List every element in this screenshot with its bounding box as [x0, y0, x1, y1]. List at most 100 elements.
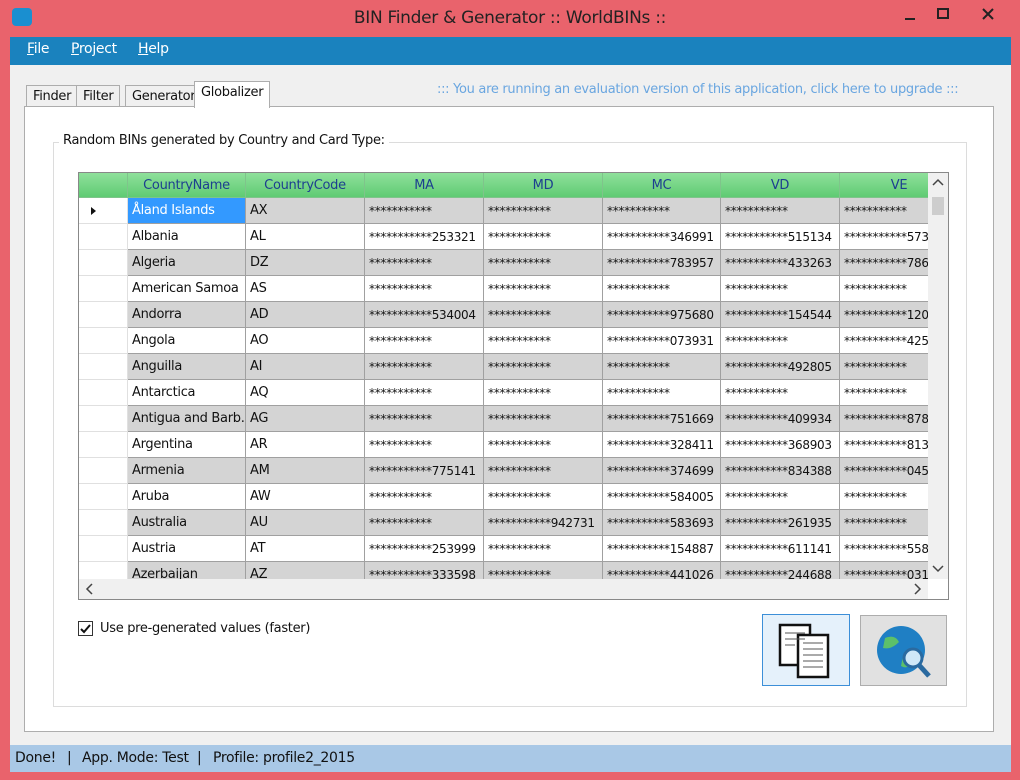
- globe-button[interactable]: [860, 615, 947, 686]
- grid-cell: AL: [246, 224, 365, 250]
- grid-cell: ***********87835: [840, 406, 928, 432]
- grid-cell: ***********783957: [603, 250, 721, 276]
- grid-cell: ***********374699: [603, 458, 721, 484]
- grid-cell: ***********78668: [840, 250, 928, 276]
- status-separator: |: [197, 750, 202, 766]
- grid-cell: ***********: [365, 276, 484, 302]
- grid-cell: ***********: [603, 354, 721, 380]
- row-header: [79, 458, 128, 484]
- group-label: Random BINs generated by Country and Car…: [59, 133, 389, 148]
- grid-cell: ***********: [721, 380, 840, 406]
- checkbox-label[interactable]: Use pre-generated values (faster): [100, 621, 311, 636]
- grid-cell: Argentina: [128, 432, 246, 458]
- upgrade-link[interactable]: ::: You are running an evaluation versio…: [437, 82, 959, 97]
- grid-cell: ***********: [484, 380, 603, 406]
- checkbox[interactable]: [78, 621, 94, 637]
- grid-cell: ***********: [721, 484, 840, 510]
- grid-cell: ***********261935: [721, 510, 840, 536]
- grid-cell: ***********: [365, 432, 484, 458]
- row-header: [79, 510, 128, 536]
- grid-cell: ***********: [365, 198, 484, 224]
- grid-cell: AI: [246, 354, 365, 380]
- row-header: [79, 536, 128, 562]
- grid-cell: ***********: [365, 380, 484, 406]
- grid-cell: Angola: [128, 328, 246, 354]
- grid-cell: ***********834388: [721, 458, 840, 484]
- client-area: Finder Filter Generator Globalizer ::: Y…: [10, 65, 1011, 745]
- grid-cell: ***********03106: [840, 562, 928, 579]
- grid-cell: ***********: [603, 276, 721, 302]
- grid-cell: ***********368903: [721, 432, 840, 458]
- data-grid: CountryName CountryCode MA MD MC VD VE Åland Is…: [79, 173, 928, 579]
- grid-cell: ***********: [840, 198, 928, 224]
- grid-cell: ***********154544: [721, 302, 840, 328]
- grid-cell: ***********775141: [365, 458, 484, 484]
- row-header: [79, 198, 128, 224]
- status-bar: Done! | App. Mode: Test | Profile: profi…: [10, 745, 1011, 772]
- grid-cell: AS: [246, 276, 365, 302]
- grid-cell: ***********12086: [840, 302, 928, 328]
- grid-cell: ***********: [484, 536, 603, 562]
- row-header: [79, 250, 128, 276]
- grid-cell: ***********: [603, 198, 721, 224]
- h-scrollbar[interactable]: [79, 579, 928, 599]
- grid-cell: ***********409934: [721, 406, 840, 432]
- grid-cell: ***********: [721, 276, 840, 302]
- grid-cell: ***********: [721, 198, 840, 224]
- grid-cell: ***********: [484, 432, 603, 458]
- column-header: VE: [840, 173, 928, 198]
- column-header: CountryName: [128, 173, 246, 198]
- grid-cell: ***********: [484, 484, 603, 510]
- copy-button[interactable]: [762, 614, 850, 686]
- grid-cell: ***********154887: [603, 536, 721, 562]
- grid-cell: ***********81311: [840, 432, 928, 458]
- row-header: [79, 406, 128, 432]
- grid-cell: ***********073931: [603, 328, 721, 354]
- grid-cell: ***********: [721, 328, 840, 354]
- row-header: [79, 328, 128, 354]
- window-controls[interactable]: [895, 5, 1015, 29]
- status-separator: |: [67, 750, 72, 766]
- grid-cell: Anguilla: [128, 354, 246, 380]
- grid-cell: ***********253321: [365, 224, 484, 250]
- grid-cell: ***********253999: [365, 536, 484, 562]
- grid-cell: Aruba: [128, 484, 246, 510]
- menu-item[interactable]: File: [27, 41, 50, 57]
- tab[interactable]: Finder: [26, 85, 79, 107]
- grid-cell: AZ: [246, 562, 365, 579]
- grid-cell: ***********: [484, 198, 603, 224]
- menu-item[interactable]: Project: [71, 41, 117, 57]
- grid-cell: ***********: [484, 354, 603, 380]
- grid-cell: ***********: [840, 380, 928, 406]
- grid-cell: AO: [246, 328, 365, 354]
- grid-cell: ***********: [840, 484, 928, 510]
- grid-cell: ***********: [603, 380, 721, 406]
- menu-bar: File Project Help: [10, 37, 1011, 65]
- menu-item[interactable]: Help: [138, 41, 169, 57]
- grid-cell: ***********: [840, 510, 928, 536]
- grid-cell: ***********: [484, 302, 603, 328]
- row-header: [79, 302, 128, 328]
- grid-cell: AD: [246, 302, 365, 328]
- grid-cell: ***********: [365, 250, 484, 276]
- column-header: MA: [365, 173, 484, 198]
- window-title: BIN Finder & Generator :: WorldBINs ::: [353, 8, 667, 28]
- grid-cell: AQ: [246, 380, 365, 406]
- row-header: [79, 276, 128, 302]
- grid-cell: ***********441026: [603, 562, 721, 579]
- grid-cell: ***********346991: [603, 224, 721, 250]
- grid-cell: American Samoa: [128, 276, 246, 302]
- grid-cell: Austria: [128, 536, 246, 562]
- grid-cell: ***********: [840, 276, 928, 302]
- v-scrollbar[interactable]: [928, 173, 948, 579]
- row-header: [79, 432, 128, 458]
- tab[interactable]: Filter: [76, 85, 121, 107]
- grid-cell: Antarctica: [128, 380, 246, 406]
- grid-cell: ***********: [365, 354, 484, 380]
- grid-cell: ***********611141: [721, 536, 840, 562]
- grid-cell: ***********: [484, 328, 603, 354]
- tab[interactable]: Generator: [125, 85, 203, 107]
- grid-cell: ***********942731: [484, 510, 603, 536]
- row-header: [79, 354, 128, 380]
- tab-selected[interactable]: Globalizer: [194, 81, 271, 108]
